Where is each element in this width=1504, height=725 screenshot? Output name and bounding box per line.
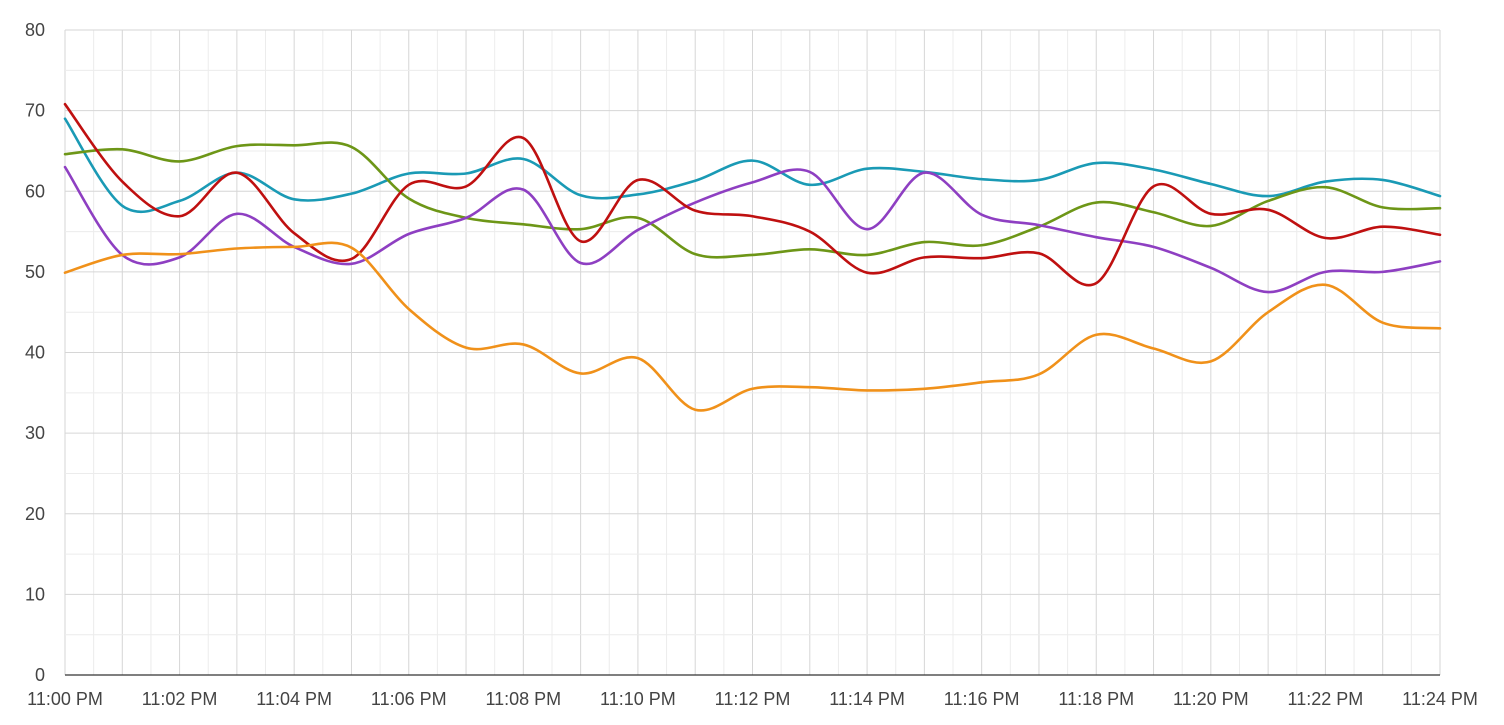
tick-labels: 0 10 20 30 40 50 60 70 80 11:00 PM 11:02 PM 11:04 P… — [25, 20, 1478, 709]
y-tick-label: 10 — [25, 584, 45, 604]
y-tick-label: 30 — [25, 423, 45, 443]
x-tick-label: 11:14 PM — [829, 689, 905, 709]
x-tick-label: 11:06 PM — [371, 689, 447, 709]
y-tick-label: 60 — [25, 181, 45, 201]
x-tick-label: 11:16 PM — [944, 689, 1020, 709]
y-tick-label: 70 — [25, 101, 45, 121]
x-tick-label: 11:02 PM — [142, 689, 218, 709]
series-lines — [63, 102, 1442, 412]
x-tick-label: 11:22 PM — [1288, 689, 1364, 709]
x-tick-label: 11:20 PM — [1173, 689, 1249, 709]
grid — [64, 29, 1441, 676]
y-tick-label: 80 — [25, 20, 45, 40]
x-tick-label: 11:10 PM — [600, 689, 676, 709]
y-tick-label: 20 — [25, 504, 45, 524]
y-tick-label: 40 — [25, 343, 45, 363]
series-line-1 — [63, 117, 1442, 214]
x-tick-label: 11:08 PM — [485, 689, 561, 709]
x-tick-label: 11:00 PM — [27, 689, 103, 709]
x-tick-label: 11:12 PM — [715, 689, 791, 709]
series-line-2 — [63, 141, 1442, 259]
x-tick-label: 11:24 PM — [1402, 689, 1478, 709]
series-line-5 — [63, 241, 1442, 412]
y-tick-label: 0 — [35, 665, 45, 685]
x-tick-label: 11:18 PM — [1058, 689, 1134, 709]
y-tick-label: 50 — [25, 262, 45, 282]
series-line-4 — [63, 165, 1442, 294]
series-line-3 — [63, 102, 1442, 287]
x-tick-label: 11:04 PM — [256, 689, 332, 709]
